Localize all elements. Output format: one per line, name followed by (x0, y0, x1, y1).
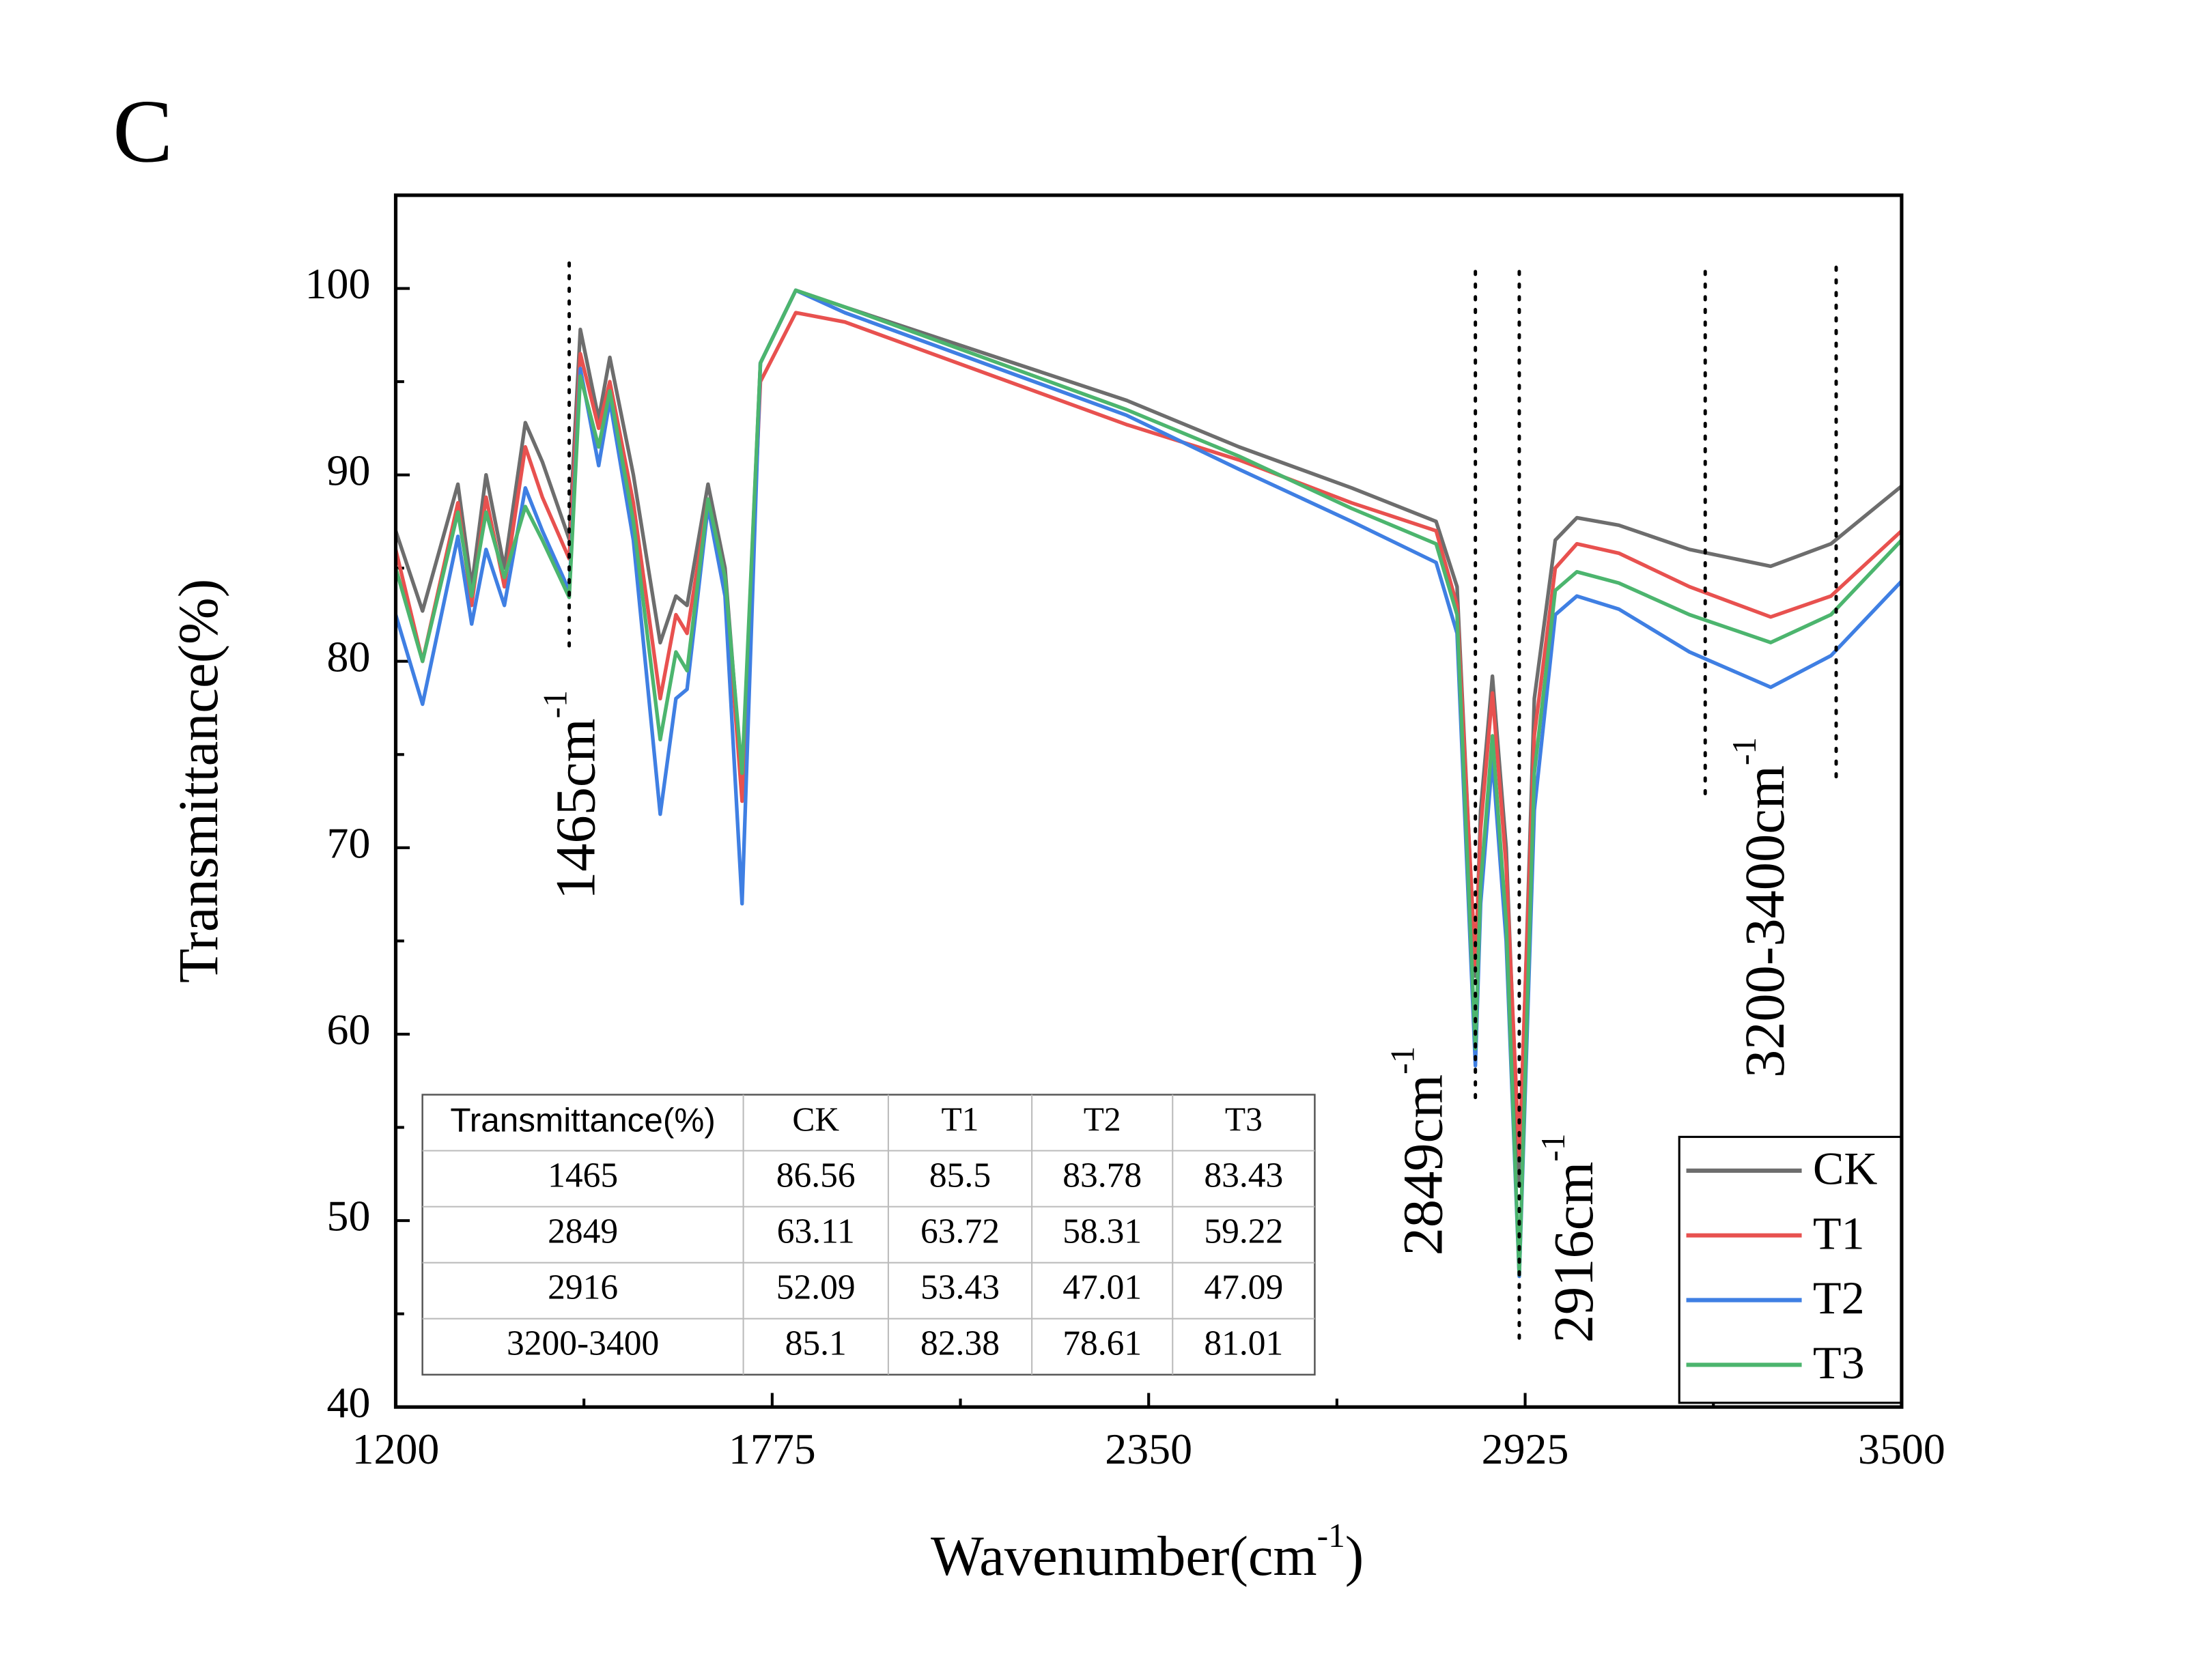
table-header: Transmittance(%) (450, 1102, 715, 1139)
legend-label: CK (1813, 1143, 1877, 1195)
table-row-label: 1465 (548, 1156, 618, 1195)
table-cell: 47.09 (1204, 1268, 1283, 1307)
legend-label: T3 (1813, 1337, 1865, 1389)
panel-label: C (113, 81, 173, 181)
table-cell: 85.5 (929, 1156, 991, 1195)
x-axis-label: Wavenumber(cm-1) (931, 1517, 1364, 1587)
annotation-sup: -1 (1534, 1133, 1572, 1161)
table-header: T2 (1084, 1100, 1121, 1138)
table-cell: 81.01 (1204, 1324, 1283, 1363)
y-tick-label: 100 (305, 259, 371, 308)
x-tick-label: 2925 (1482, 1425, 1569, 1473)
x-axis-label-text: Wavenumber(cm (931, 1525, 1317, 1587)
table-cell: 63.72 (920, 1212, 1000, 1251)
table-cell: 86.56 (776, 1156, 856, 1195)
y-tick-label: 40 (327, 1378, 371, 1427)
x-tick-label: 1200 (352, 1425, 440, 1473)
annotation-label: 2916cm-1 (1534, 1133, 1605, 1343)
table-frame (421, 1094, 1316, 1376)
y-tick-label: 60 (327, 1006, 371, 1054)
annotation-text: 3200-3400cm (1734, 765, 1796, 1078)
table-cell: 63.11 (777, 1212, 855, 1251)
table-cell: 47.01 (1062, 1268, 1142, 1307)
table-row-label: 3200-3400 (507, 1324, 659, 1363)
annotation-label: 2849cm-1 (1384, 1047, 1454, 1256)
x-axis-label-end: ) (1345, 1525, 1364, 1587)
table-cell: 52.09 (776, 1268, 856, 1307)
table-header: T3 (1225, 1100, 1263, 1138)
annotation-sup: -1 (1384, 1047, 1422, 1074)
annotation-label: 1465cm-1 (537, 690, 607, 900)
annotation-label: 3200-3400cm-1 (1726, 737, 1797, 1078)
series-line (393, 311, 1903, 1159)
annotation-sup: -1 (1726, 737, 1764, 765)
table-cell: 85.1 (785, 1324, 847, 1363)
y-tick-label: 50 (327, 1192, 371, 1240)
annotation-text: 2849cm (1392, 1074, 1454, 1256)
series-line (393, 288, 1903, 1277)
x-tick-label: 2350 (1105, 1425, 1192, 1473)
y-tick-label: 90 (327, 446, 371, 494)
table-cell: 58.31 (1062, 1212, 1142, 1251)
table-row-label: 2849 (548, 1212, 618, 1251)
table-header: CK (792, 1100, 839, 1138)
legend-label: T1 (1813, 1207, 1865, 1259)
table-cell: 83.78 (1062, 1156, 1142, 1195)
table-cell: 82.38 (920, 1324, 1000, 1363)
annotation-text: 1465cm (544, 718, 606, 900)
y-tick-label: 70 (327, 818, 371, 867)
x-tick-label: 1775 (729, 1425, 816, 1473)
table-row-label: 2916 (548, 1268, 618, 1307)
y-axis-label: Transmittance(%) (167, 579, 229, 983)
table-cell: 59.22 (1204, 1212, 1283, 1251)
annotation-sup: -1 (537, 690, 574, 718)
legend-box (1678, 1135, 1903, 1404)
legend-label: T2 (1813, 1272, 1865, 1324)
table-cell: 53.43 (920, 1268, 1000, 1307)
table-cell: 83.43 (1204, 1156, 1283, 1195)
annotation-text: 2916cm (1543, 1162, 1605, 1343)
plot-frame (393, 193, 1904, 1409)
x-tick-label: 3500 (1858, 1425, 1945, 1473)
table-cell: 78.61 (1062, 1324, 1142, 1363)
y-tick-label: 80 (327, 632, 371, 681)
x-axis-label-sup: -1 (1317, 1517, 1345, 1554)
table-header: T1 (942, 1100, 979, 1138)
